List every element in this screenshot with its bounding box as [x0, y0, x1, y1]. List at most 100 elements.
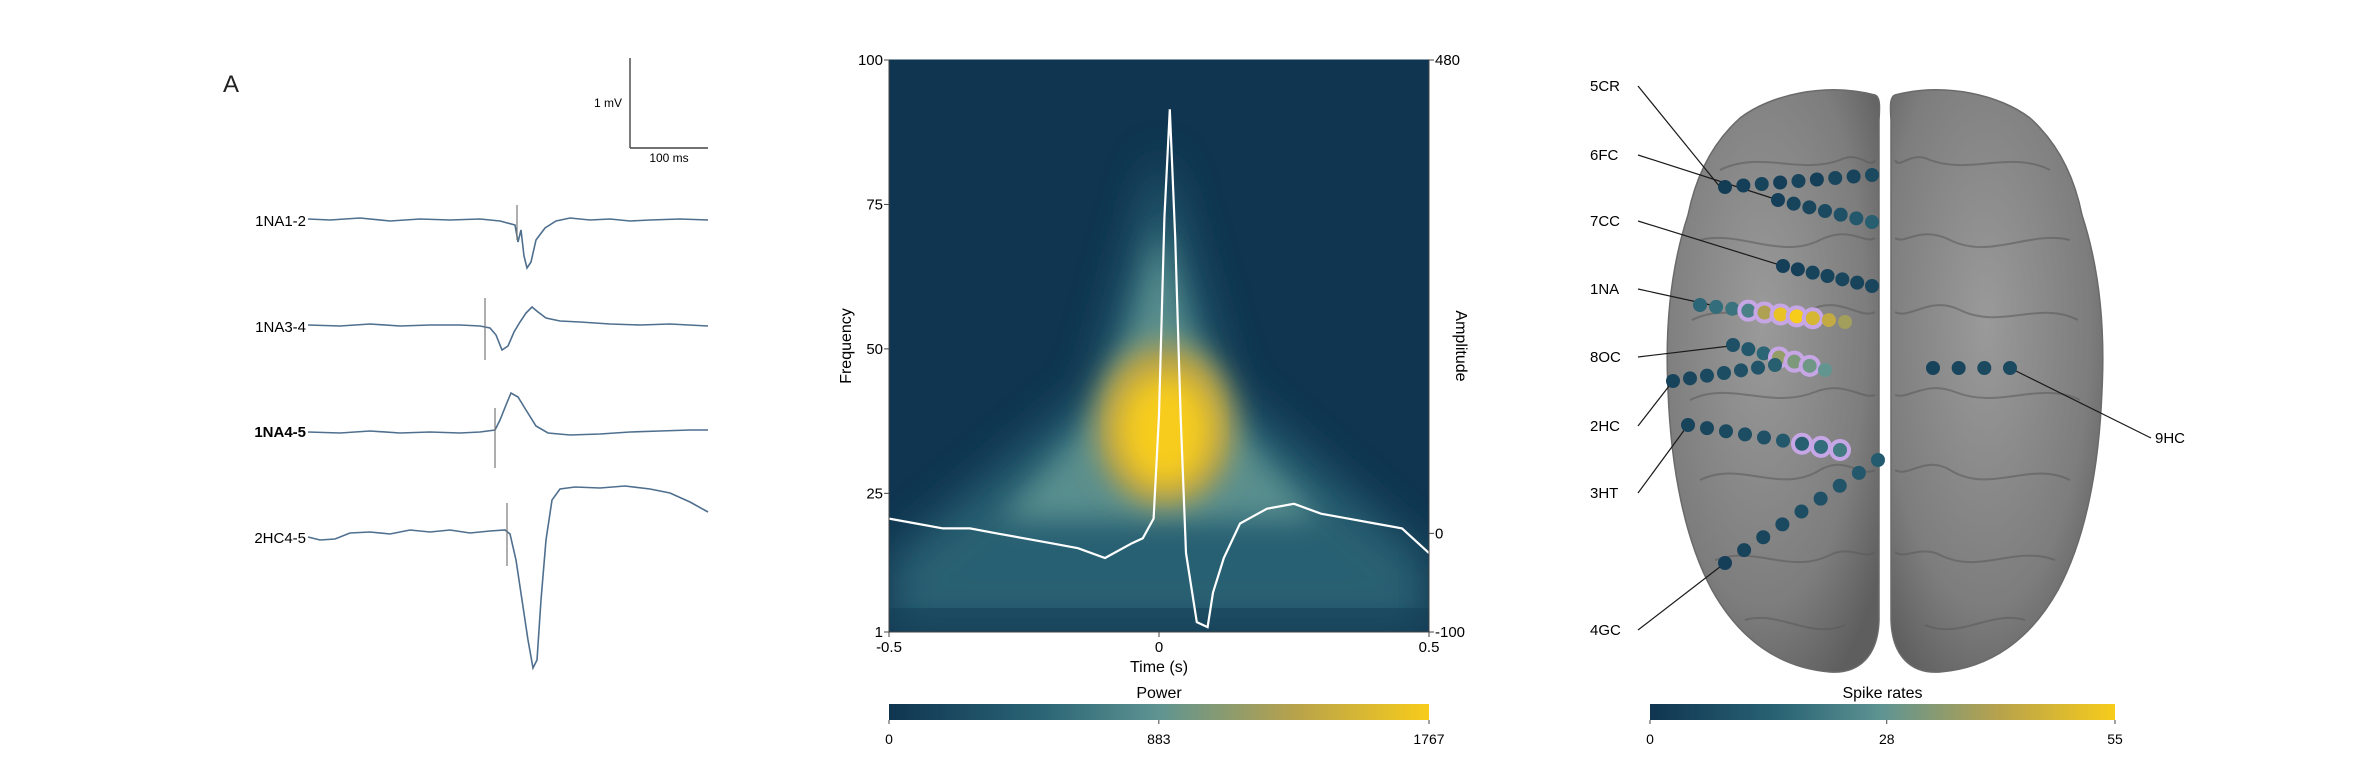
tf-heatmap: -0.5 0 0.5 1 25 50 75 100 -100 0 480 Time (s) Freque…: [838, 52, 1469, 747]
electrode-contact-9HC: [1926, 361, 1940, 375]
spike-rate-colorbar-tick-label: 0: [1646, 731, 1654, 747]
x-tick-label: 0: [1155, 639, 1163, 656]
electrode-contact-1NA: [1693, 298, 1707, 312]
left-hemisphere: [1666, 89, 1881, 673]
electrode-label-7CC: 7CC: [1590, 213, 1620, 230]
electrode-label-4GC: 4GC: [1590, 622, 1621, 639]
electrode-contact-2HC: [1734, 363, 1748, 378]
electrode-contact-5CR: [1736, 178, 1751, 193]
electrode-contact-4GC: [1871, 453, 1885, 467]
electrode-contact-2HC: [1700, 368, 1714, 383]
electrode-contact-3HT: [1738, 427, 1752, 442]
electrode-contact-7CC: [1835, 272, 1850, 287]
electrode-label-8OC: 8OC: [1590, 349, 1621, 366]
y-axis-label: Frequency: [838, 308, 855, 384]
electrode-leader-6FC: [1637, 154, 1779, 201]
y2-tick-label: 480: [1435, 52, 1460, 69]
electrode-contact-6FC: [1771, 193, 1785, 207]
electrode-contact-4GC: [1832, 478, 1847, 493]
y2-tick-label: 0: [1435, 525, 1443, 542]
electrode-label-1NA: 1NA: [1590, 281, 1619, 298]
electrode-contact-3HT: [1700, 421, 1714, 436]
right-hemisphere: [1889, 89, 2104, 673]
electrode-contact-9HC: [1977, 361, 1992, 375]
electrode-leader-5CR: [1637, 85, 1721, 188]
scale-bar-time-label: 100 ms: [649, 151, 688, 165]
trace-label: 1NA3-4: [255, 319, 306, 336]
panel-label: A: [223, 71, 239, 98]
electrode-contact-8OC: [1798, 354, 1821, 377]
electrode-contact-6FC: [1849, 211, 1864, 226]
electrode-contact-8OC: [1756, 346, 1771, 361]
trace-2HC4-5: 2HC4-5: [254, 485, 709, 671]
electrode-contact-5CR: [1718, 180, 1732, 194]
electrode-contact-3HT: [1791, 432, 1813, 455]
power-colorbar-label: Power: [1136, 685, 1182, 702]
electrode-label-2HC: 2HC: [1590, 418, 1620, 435]
electrode-contact-5CR: [1773, 175, 1788, 190]
electrode-contact-2HC: [1683, 371, 1697, 386]
y-tick-label: 100: [858, 52, 883, 69]
y-tick-label: 25: [866, 485, 883, 502]
trace-1NA4-5: 1NA4-5: [254, 391, 708, 468]
electrode-contact-6FC: [1802, 200, 1817, 215]
electrode-label-3HT: 3HT: [1590, 485, 1618, 502]
brain-map: 5CR 6FC 7CC 1NA 8OC 2HC 3HT 4GC 9HC Spike rates 0…: [1590, 78, 2185, 747]
electrode-contact-8OC: [1818, 363, 1832, 377]
electrode-contact-5CR: [1865, 168, 1879, 182]
electrode-label-5CR: 5CR: [1590, 78, 1620, 95]
y-tick-label: 50: [866, 341, 883, 358]
electrode-label-9HC: 9HC: [2155, 430, 2185, 447]
electrode-contact-8OC: [1741, 342, 1756, 357]
electrode-contact-3HT: [1829, 439, 1851, 461]
electrode-contact-2HC: [1751, 360, 1765, 375]
electrode-leader-7CC: [1637, 220, 1784, 267]
trace-1NA3-4: 1NA3-4: [255, 298, 709, 360]
y2-axis-label: Amplitude: [1452, 310, 1469, 381]
electrode-leader-3HT: [1637, 424, 1689, 494]
electrode-contact-7CC: [1850, 275, 1865, 290]
electrode-contact-5CR: [1791, 174, 1806, 188]
electrode-contact-3HT: [1719, 424, 1733, 439]
trace-label: 2HC4-5: [254, 530, 306, 547]
electrode-contact-1NA: [1725, 301, 1740, 316]
electrode-contact-4GC: [1775, 517, 1790, 532]
power-colorbar-bar: [889, 704, 1429, 720]
y2-tick-label: -100: [1435, 624, 1465, 641]
y-tick-label: 1: [875, 624, 883, 641]
scale-bar: 1 mV 100 ms: [594, 58, 708, 165]
spike-rate-colorbar-tick-label: 55: [2107, 731, 2123, 747]
electrode-contact-2HC: [1768, 358, 1782, 372]
trace-label: 1NA1-2: [255, 213, 306, 230]
electrode-leader-4GC: [1637, 562, 1726, 631]
x-axis-label: Time (s): [1130, 659, 1188, 676]
electrode-contact-4GC: [1794, 504, 1809, 519]
electrode-contact-1NA: [1838, 315, 1852, 329]
electrode-contact-1NA: [1801, 307, 1824, 330]
electrode-contact-1NA: [1709, 299, 1724, 314]
electrode-contact-5CR: [1828, 171, 1843, 185]
electrode-contact-2HC: [1666, 374, 1680, 388]
electrode-contact-4GC: [1756, 530, 1771, 545]
power-colorbar-tick-label: 1767: [1413, 731, 1444, 747]
electrode-contact-4GC: [1737, 543, 1752, 558]
power-colorbar-tick-label: 883: [1147, 731, 1171, 747]
electrode-contact-7CC: [1805, 265, 1820, 280]
electrode-contact-4GC: [1851, 465, 1866, 480]
scale-bar-voltage-label: 1 mV: [594, 96, 622, 110]
electrode-contact-4GC: [1813, 491, 1828, 506]
electrode-contact-6FC: [1865, 215, 1879, 229]
electrode-contact-6FC: [1833, 207, 1848, 222]
power-colorbar-tick-label: 0: [885, 731, 893, 747]
electrode-contact-9HC: [1951, 361, 1966, 375]
electrode-contact-3HT: [1776, 433, 1790, 448]
electrode-contact-7CC: [1820, 269, 1835, 283]
electrode-contact-4GC: [1718, 556, 1732, 570]
electrode-contact-7CC: [1865, 279, 1879, 293]
x-tick-label: -0.5: [876, 639, 902, 656]
trace-1NA1-2: 1NA1-2: [255, 205, 709, 270]
electrode-contact-7CC: [1776, 259, 1790, 273]
electrode-contact-6FC: [1818, 204, 1832, 218]
spike-rate-colorbar-tick-label: 28: [1879, 731, 1895, 747]
